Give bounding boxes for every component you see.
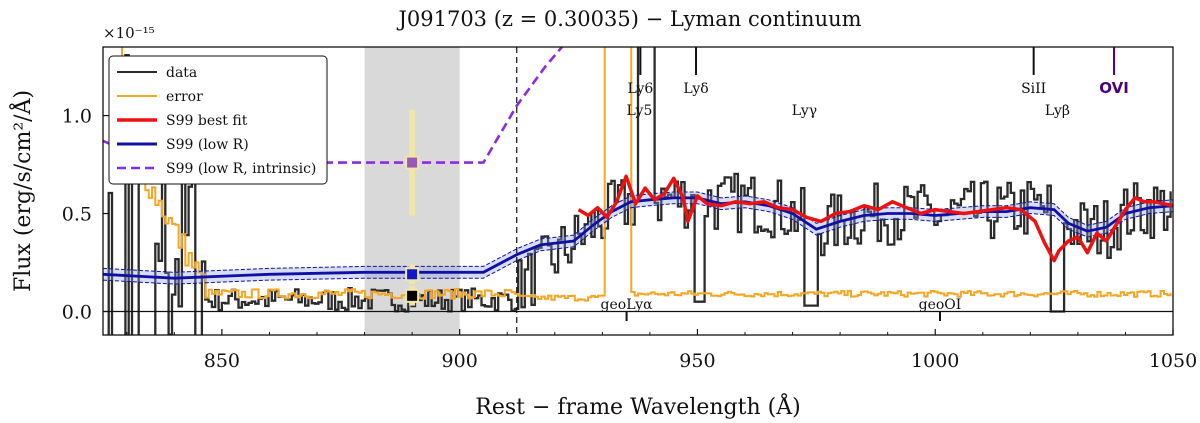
legend-label: S99 (low R, intrinsic) [166, 161, 316, 177]
x-tick-label: 850 [204, 350, 240, 372]
line-marker-siii-label: SiII [1021, 81, 1046, 97]
line-marker-ly6-label: Ly6 [627, 81, 653, 97]
low-r-upper [103, 191, 1173, 273]
legend-label: S99 best fit [166, 113, 248, 129]
chart-title: J091703 (z = 0.30035) − Lyman continuum [396, 7, 861, 31]
line-marker-ly--label: Lyδ [683, 81, 708, 97]
x-tick-label: 1050 [1149, 350, 1197, 372]
legend-label: error [166, 89, 203, 105]
low-r-band [103, 192, 1173, 285]
series-best-fit [577, 174, 1173, 263]
y-tick-label: 0.0 [62, 301, 92, 323]
model-point [405, 267, 420, 282]
y-tick-label: 1.0 [62, 106, 92, 128]
line-marker-ly--label: Lyγ [792, 103, 817, 119]
line-marker-ovi-label: OVI [1099, 79, 1129, 97]
low-r-lower [103, 203, 1173, 285]
y-tick-label: 0.5 [62, 204, 92, 226]
line-marker-ly5-label: Ly5 [626, 103, 652, 119]
legend-label: S99 (low R) [166, 137, 249, 153]
legend-label: data [166, 65, 197, 81]
x-tick-label: 950 [679, 350, 715, 372]
line-marker-geooi-label: geoOI [919, 297, 962, 313]
y-scale-label: ×10⁻¹⁵ [103, 24, 155, 42]
axes-frame [102, 46, 1174, 336]
error-spectrum [121, 47, 1172, 302]
y-axis-label: Flux (erg/s/cm²/Å) [8, 90, 36, 292]
x-axis-label: Rest − frame Wavelength (Å) [475, 392, 800, 420]
data-point [405, 288, 420, 303]
series-low-r [103, 196, 1173, 280]
line-marker-ly--label: Lyβ [1045, 103, 1070, 119]
x-tick-label: 900 [442, 350, 478, 372]
intrinsic-point [405, 155, 420, 170]
x-tick-label: 1000 [911, 350, 959, 372]
legend-box [108, 55, 328, 185]
line-marker-geoly--label: geoLyα [601, 297, 654, 313]
